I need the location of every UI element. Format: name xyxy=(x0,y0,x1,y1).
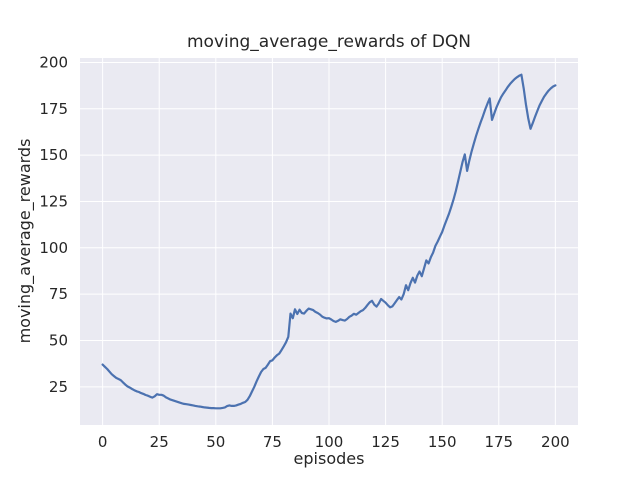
x-tick-label: 25 xyxy=(150,433,169,451)
x-tick-labels: 0 25 50 75 100 125 150 175 200 xyxy=(98,433,570,451)
y-axis-label: moving_average_rewards xyxy=(15,139,35,344)
y-tick-label: 75 xyxy=(49,285,68,303)
y-tick-label: 50 xyxy=(49,331,68,349)
y-tick-labels: 25 50 75 100 125 150 175 200 xyxy=(39,53,68,395)
x-tick-label: 200 xyxy=(541,433,570,451)
y-tick-label: 200 xyxy=(39,53,68,71)
x-tick-label: 125 xyxy=(371,433,400,451)
x-tick-label: 50 xyxy=(206,433,225,451)
chart-title: moving_average_rewards of DQN xyxy=(187,32,471,52)
y-tick-label: 175 xyxy=(39,100,68,118)
x-tick-label: 0 xyxy=(98,433,108,451)
x-tick-label: 175 xyxy=(484,433,513,451)
dqn-reward-line xyxy=(101,73,557,410)
y-tick-label: 25 xyxy=(49,378,68,396)
y-tick-label: 125 xyxy=(39,192,68,210)
x-axis-label: episodes xyxy=(294,449,365,468)
y-tick-label: 100 xyxy=(39,239,68,257)
x-tick-label: 150 xyxy=(428,433,457,451)
x-tick-label: 75 xyxy=(263,433,282,451)
y-tick-label: 150 xyxy=(39,146,68,164)
x-tick-label: 100 xyxy=(315,433,344,451)
